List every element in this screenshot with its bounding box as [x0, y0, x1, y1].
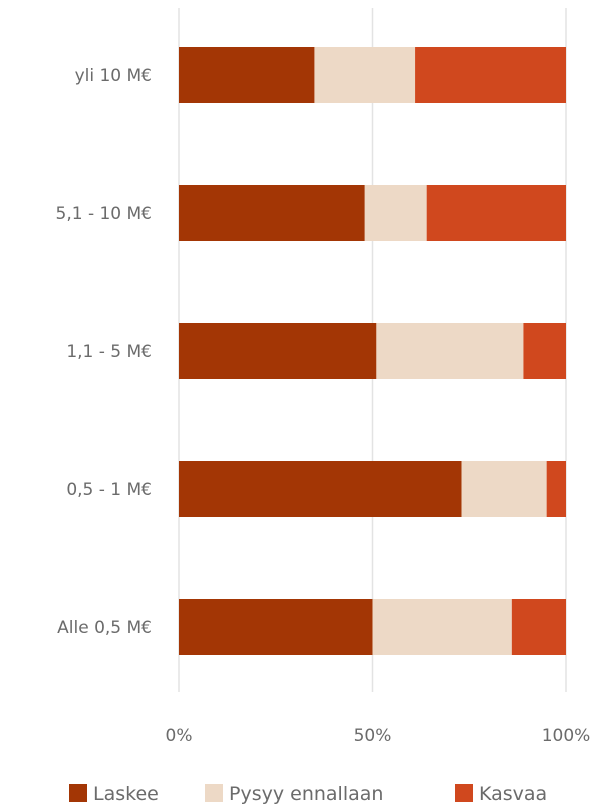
category-labels: yli 10 M€ 5,1 - 10 M€ 1,1 - 5 M€ 0,5 - 1 M€…: [56, 66, 153, 638]
legend-swatch: [455, 784, 473, 802]
bar-segment: [511, 599, 566, 655]
bar-segment: [546, 461, 566, 517]
bar-segment: [461, 461, 547, 517]
legend-swatch: [69, 784, 87, 802]
x-tick-label: 0%: [166, 726, 193, 746]
bar-segment: [179, 185, 365, 241]
bar-segment: [376, 323, 524, 379]
x-tick-label: 50%: [354, 726, 392, 746]
bar-segment: [415, 47, 566, 103]
bar-segment: [179, 461, 462, 517]
x-tick-label: 100%: [542, 726, 591, 746]
bar-segment: [314, 47, 416, 103]
bar-segment: [426, 185, 566, 241]
legend-label: Pysyy ennallaan: [229, 783, 383, 805]
bar-segment: [364, 185, 427, 241]
bar-segment: [179, 47, 315, 103]
bar-segment: [523, 323, 566, 379]
bars: [179, 47, 566, 655]
x-tick-labels: 0% 50% 100%: [166, 726, 591, 746]
legend-swatch: [205, 784, 223, 802]
category-label: 5,1 - 10 M€: [56, 204, 153, 224]
bar-segment: [372, 599, 512, 655]
category-label: yli 10 M€: [75, 66, 152, 86]
bar-segment: [179, 599, 373, 655]
legend: Laskee Pysyy ennallaan Kasvaa: [69, 783, 547, 805]
bar-segment: [179, 323, 377, 379]
category-label: 1,1 - 5 M€: [66, 342, 152, 362]
legend-label: Laskee: [93, 783, 159, 805]
category-label: 0,5 - 1 M€: [66, 480, 152, 500]
category-label: Alle 0,5 M€: [57, 618, 152, 638]
legend-label: Kasvaa: [479, 783, 547, 805]
